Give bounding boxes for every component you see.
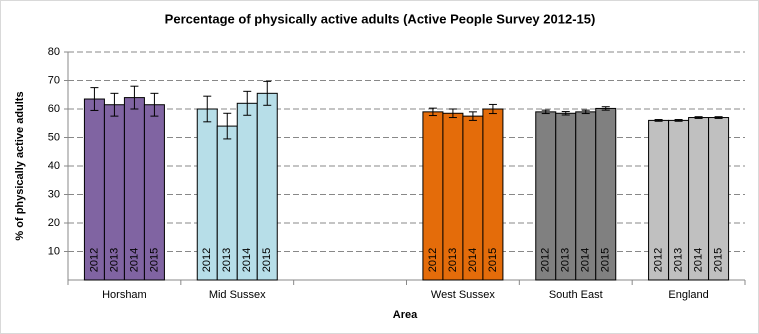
bar-year-label: 2014 bbox=[692, 248, 704, 272]
bar-year-label: 2015 bbox=[600, 248, 612, 272]
error-bar bbox=[150, 92, 159, 117]
error-bar bbox=[90, 87, 99, 111]
error-bar bbox=[203, 95, 212, 123]
bar-year-label: 2015 bbox=[261, 248, 273, 272]
error-bar bbox=[130, 85, 139, 110]
bar-year-label: 2014 bbox=[580, 248, 592, 272]
error-bar bbox=[541, 109, 550, 115]
bar-year-label: 2013 bbox=[560, 248, 572, 272]
error-bar bbox=[468, 111, 477, 121]
bar-year-label: 2014 bbox=[241, 248, 253, 272]
bar-year-label: 2012 bbox=[201, 248, 213, 272]
bar-year-label: 2013 bbox=[672, 248, 684, 272]
error-bar bbox=[263, 80, 272, 106]
error-bar bbox=[714, 116, 723, 119]
error-bar bbox=[654, 119, 663, 122]
x-tick-label: Mid Sussex bbox=[209, 289, 266, 301]
bar-year-label: 2013 bbox=[447, 248, 459, 272]
bar-year-label: 2015 bbox=[148, 248, 160, 272]
error-bar bbox=[488, 103, 497, 115]
bar-year-label: 2012 bbox=[540, 248, 552, 272]
bar-year-label: 2014 bbox=[128, 248, 140, 272]
x-tick-label: England bbox=[668, 289, 708, 301]
y-tick-label: 50 bbox=[48, 131, 60, 143]
bar-year-label: 2015 bbox=[712, 248, 724, 272]
bar-year-label: 2014 bbox=[467, 248, 479, 272]
y-tick-label: 70 bbox=[48, 74, 60, 86]
y-tick-label: 40 bbox=[48, 160, 60, 172]
y-tick-label: 60 bbox=[48, 103, 60, 115]
error-bar bbox=[448, 108, 457, 119]
bar-year-label: 2012 bbox=[652, 248, 664, 272]
y-tick-label: 10 bbox=[48, 245, 60, 257]
chart-title: Percentage of physically active adults (… bbox=[165, 11, 596, 26]
error-bar bbox=[243, 90, 252, 116]
error-bar bbox=[561, 111, 570, 116]
y-axis-label: % of physically active adults bbox=[14, 91, 26, 240]
x-tick-label: West Sussex bbox=[431, 289, 495, 301]
error-bar bbox=[674, 119, 683, 122]
bar-year-label: 2013 bbox=[108, 248, 120, 272]
x-tick-label: Horsham bbox=[102, 289, 147, 301]
error-bar bbox=[110, 92, 119, 117]
bar-year-label: 2012 bbox=[427, 248, 439, 272]
y-tick-label: 20 bbox=[48, 217, 60, 229]
x-tick-label: South East bbox=[549, 289, 603, 301]
bar-year-label: 2013 bbox=[221, 248, 233, 272]
bar-year-label: 2012 bbox=[88, 248, 100, 272]
error-bar bbox=[694, 116, 703, 119]
error-bar bbox=[601, 106, 610, 111]
y-tick-label: 80 bbox=[48, 46, 60, 58]
error-bar bbox=[428, 107, 437, 117]
x-axis-label: Area bbox=[393, 309, 418, 321]
y-tick-label: 30 bbox=[48, 188, 60, 200]
bar-year-label: 2015 bbox=[487, 248, 499, 272]
error-bar bbox=[581, 109, 590, 115]
error-bar bbox=[223, 112, 232, 140]
